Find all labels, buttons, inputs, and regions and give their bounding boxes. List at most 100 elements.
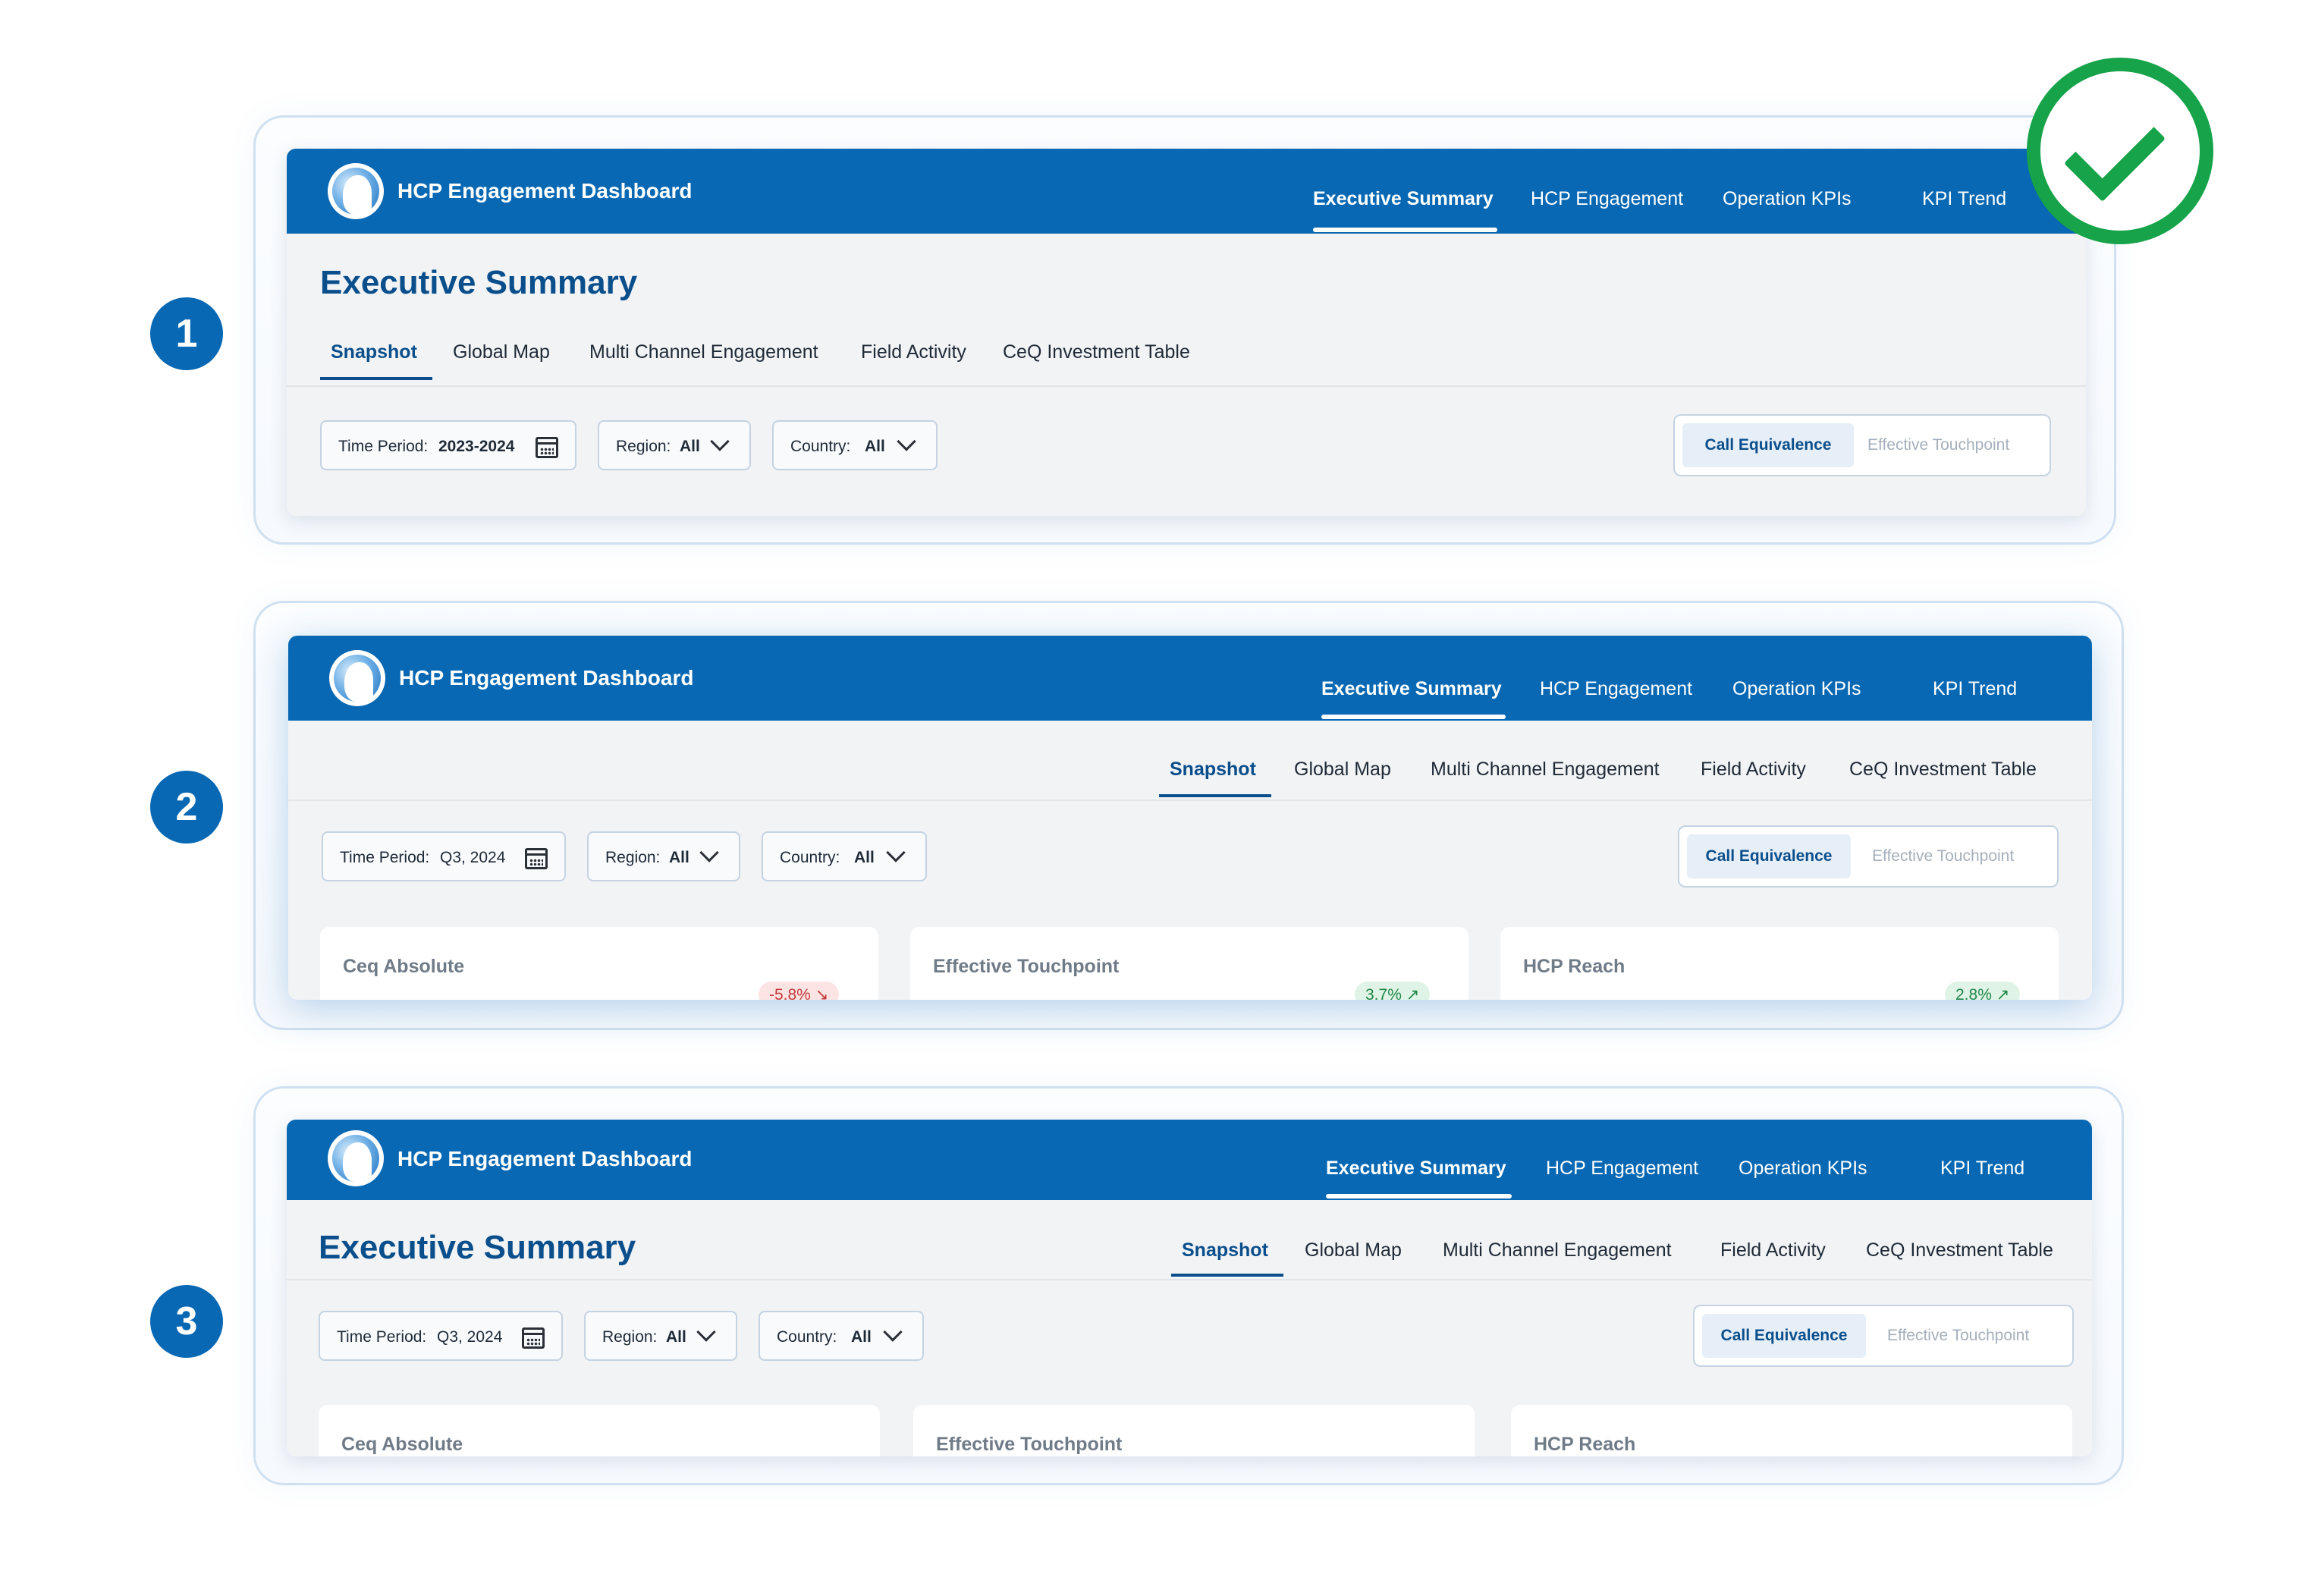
time-period-filter[interactable]: Time Period: Q3, 2024 bbox=[322, 831, 566, 881]
chevron-down-icon bbox=[883, 1322, 903, 1342]
tab-snapshot[interactable]: Snapshot bbox=[331, 341, 417, 363]
kpi-card-title: Ceq Absolute bbox=[343, 956, 465, 977]
option-number-badge: 3 bbox=[150, 1285, 223, 1358]
tab-global-map[interactable]: Global Map bbox=[453, 341, 550, 363]
nav-kpi-trend[interactable]: KPI Trend bbox=[1922, 188, 2007, 209]
chevron-down-icon bbox=[696, 1322, 716, 1342]
metric-toggle[interactable]: Call Equivalence Effective Touchpoint bbox=[1673, 414, 2051, 476]
kpi-card[interactable]: Ceq Absolute bbox=[319, 1405, 880, 1456]
tab-snapshot[interactable]: Snapshot bbox=[1182, 1239, 1268, 1261]
nav-kpi-trend[interactable]: KPI Trend bbox=[1933, 678, 2018, 699]
option-3-frame[interactable]: HCP Engagement Dashboard Executive Summa… bbox=[253, 1086, 2124, 1485]
top-bar: HCP Engagement Dashboard Executive Summa… bbox=[288, 636, 2092, 721]
tab-multi-channel-engagement[interactable]: Multi Channel Engagement bbox=[589, 341, 818, 363]
option-1-frame[interactable]: HCP Engagement Dashboard Executive Summa… bbox=[253, 115, 2116, 545]
country-value: All bbox=[865, 438, 885, 455]
top-bar: HCP Engagement Dashboard Executive Summa… bbox=[287, 1120, 2092, 1200]
logo-globe-icon bbox=[329, 650, 385, 706]
tab-multi-channel-engagement[interactable]: Multi Channel Engagement bbox=[1431, 759, 1660, 780]
metric-toggle[interactable]: Call Equivalence Effective Touchpoint bbox=[1693, 1305, 2074, 1367]
nav-active-underline bbox=[1321, 715, 1506, 719]
trend-up-icon: ↗ bbox=[1406, 986, 1420, 1000]
kpi-card[interactable]: HCP Reach 2.8% ↗ bbox=[1500, 927, 2059, 1000]
nav-operation-kpis[interactable]: Operation KPIs bbox=[1732, 678, 1861, 699]
country-label: Country: bbox=[777, 1328, 837, 1346]
tab-field-activity[interactable]: Field Activity bbox=[861, 341, 966, 363]
country-value: All bbox=[851, 1328, 872, 1346]
metric-toggle[interactable]: Call Equivalence Effective Touchpoint bbox=[1678, 825, 2059, 888]
kpi-card-title: HCP Reach bbox=[1534, 1434, 1636, 1455]
region-value: All bbox=[680, 438, 700, 455]
trend-down-icon: ↘ bbox=[815, 986, 829, 1000]
region-label: Region: bbox=[605, 849, 661, 866]
time-period-filter[interactable]: Time Period: Q3, 2024 bbox=[319, 1311, 563, 1361]
time-period-label: Time Period: bbox=[340, 849, 430, 866]
tab-active-underline bbox=[320, 377, 432, 380]
kpi-card[interactable]: Effective Touchpoint 3.7% ↗ bbox=[910, 927, 1468, 1000]
top-bar: HCP Engagement Dashboard Executive Summa… bbox=[287, 149, 2086, 234]
tab-active-underline bbox=[1159, 794, 1271, 797]
kpi-card[interactable]: HCP Reach bbox=[1511, 1405, 2072, 1456]
nav-operation-kpis[interactable]: Operation KPIs bbox=[1723, 188, 1852, 209]
check-icon bbox=[2027, 58, 2213, 244]
tabs-divider bbox=[287, 385, 2086, 387]
page-title: Executive Summary bbox=[319, 1229, 636, 1266]
toggle-call-equivalence[interactable]: Call Equivalence bbox=[1702, 1314, 1866, 1358]
country-filter[interactable]: Country: All bbox=[759, 1311, 924, 1361]
tab-snapshot[interactable]: Snapshot bbox=[1170, 759, 1256, 780]
region-label: Region: bbox=[616, 438, 671, 455]
country-filter[interactable]: Country: All bbox=[772, 420, 938, 470]
chevron-down-icon bbox=[710, 432, 730, 451]
nav-executive-summary[interactable]: Executive Summary bbox=[1321, 678, 1502, 699]
tab-global-map[interactable]: Global Map bbox=[1294, 759, 1391, 780]
kpi-delta-value: 2.8% bbox=[1955, 986, 1992, 1000]
region-value: All bbox=[669, 849, 689, 866]
region-filter[interactable]: Region: All bbox=[598, 420, 751, 470]
kpi-card[interactable]: Ceq Absolute -5.8% ↘ bbox=[320, 927, 878, 1000]
calendar-icon[interactable] bbox=[522, 1327, 545, 1349]
kpi-card-title: Effective Touchpoint bbox=[936, 1434, 1123, 1455]
kpi-card-title: Effective Touchpoint bbox=[933, 956, 1120, 977]
tab-global-map[interactable]: Global Map bbox=[1305, 1239, 1402, 1261]
time-period-filter[interactable]: Time Period: 2023-2024 bbox=[320, 420, 576, 470]
toggle-effective-touchpoint[interactable]: Effective Touchpoint bbox=[1872, 847, 2015, 865]
nav-operation-kpis[interactable]: Operation KPIs bbox=[1739, 1158, 1867, 1179]
calendar-icon[interactable] bbox=[525, 848, 548, 869]
tab-ceq-investment-table[interactable]: CeQ Investment Table bbox=[1003, 341, 1190, 363]
region-filter[interactable]: Region: All bbox=[584, 1311, 737, 1361]
time-period-label: Time Period: bbox=[337, 1328, 427, 1346]
kpi-delta-badge: -5.8% ↘ bbox=[759, 982, 840, 1000]
nav-active-underline bbox=[1313, 228, 1497, 232]
nav-executive-summary[interactable]: Executive Summary bbox=[1313, 188, 1494, 209]
kpi-card-title: Ceq Absolute bbox=[341, 1434, 463, 1455]
tab-multi-channel-engagement[interactable]: Multi Channel Engagement bbox=[1443, 1239, 1672, 1261]
toggle-effective-touchpoint[interactable]: Effective Touchpoint bbox=[1867, 436, 2010, 454]
tab-field-activity[interactable]: Field Activity bbox=[1701, 759, 1806, 780]
toggle-effective-touchpoint[interactable]: Effective Touchpoint bbox=[1887, 1327, 2030, 1344]
country-filter[interactable]: Country: All bbox=[762, 831, 927, 881]
tab-field-activity[interactable]: Field Activity bbox=[1720, 1239, 1826, 1261]
kpi-card[interactable]: Effective Touchpoint bbox=[913, 1405, 1475, 1456]
region-label: Region: bbox=[602, 1328, 658, 1346]
time-period-label: Time Period: bbox=[338, 438, 429, 455]
nav-kpi-trend[interactable]: KPI Trend bbox=[1940, 1158, 2025, 1179]
app-title: HCP Engagement Dashboard bbox=[397, 179, 693, 203]
option-2-frame[interactable]: HCP Engagement Dashboard Executive Summa… bbox=[253, 601, 2124, 1030]
kpi-delta-value: 3.7% bbox=[1365, 986, 1402, 1000]
toggle-call-equivalence[interactable]: Call Equivalence bbox=[1682, 423, 1854, 467]
tabs-divider bbox=[287, 1279, 2092, 1280]
tab-active-underline bbox=[1171, 1274, 1283, 1277]
region-filter[interactable]: Region: All bbox=[587, 831, 740, 881]
nav-executive-summary[interactable]: Executive Summary bbox=[1326, 1158, 1506, 1179]
kpi-delta-badge: 2.8% ↗ bbox=[1945, 982, 2021, 1000]
toggle-call-equivalence[interactable]: Call Equivalence bbox=[1687, 834, 1851, 878]
tab-ceq-investment-table[interactable]: CeQ Investment Table bbox=[1849, 759, 2037, 780]
option-number-badge: 2 bbox=[150, 771, 223, 844]
kpi-delta-value: -5.8% bbox=[769, 986, 811, 1000]
nav-hcp-engagement[interactable]: HCP Engagement bbox=[1540, 678, 1693, 699]
calendar-icon[interactable] bbox=[536, 437, 558, 458]
nav-hcp-engagement[interactable]: HCP Engagement bbox=[1531, 188, 1684, 209]
tab-ceq-investment-table[interactable]: CeQ Investment Table bbox=[1866, 1239, 2053, 1261]
nav-hcp-engagement[interactable]: HCP Engagement bbox=[1546, 1158, 1699, 1179]
logo-globe-icon bbox=[328, 163, 384, 219]
